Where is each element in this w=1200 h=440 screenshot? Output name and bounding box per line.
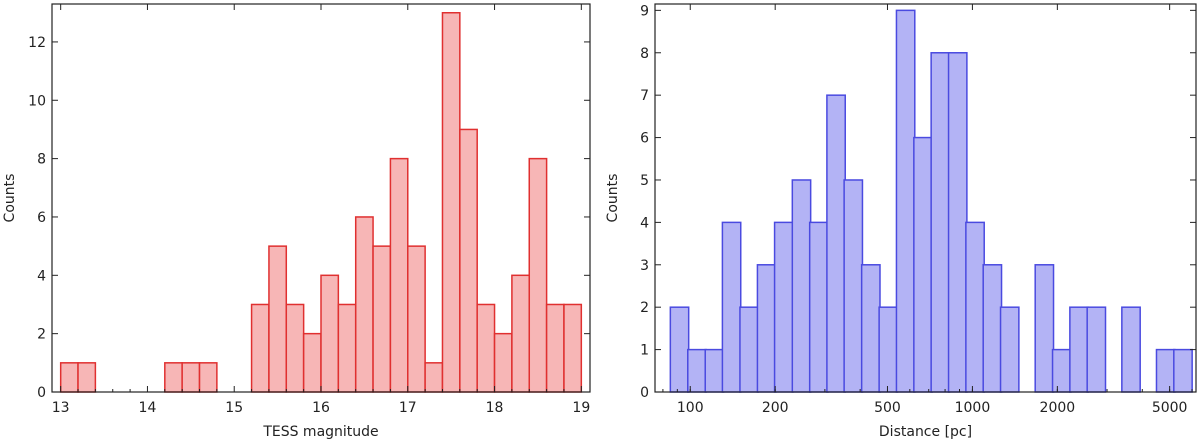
x-axis-label: Distance [pc] — [879, 424, 972, 440]
histogram-bar — [1155, 348, 1176, 393]
x-tick-label: 17 — [399, 400, 417, 416]
x-tick-label: 500 — [874, 400, 901, 416]
histogram-bar — [739, 306, 760, 393]
histogram-bar — [302, 332, 322, 393]
x-tick-label: 2000 — [1040, 400, 1076, 416]
y-tick-label: 2 — [640, 300, 649, 316]
y-tick-label: 4 — [37, 268, 46, 284]
histogram-bar — [77, 362, 97, 393]
histogram-bar — [1069, 306, 1089, 393]
x-tick-label: 200 — [762, 400, 789, 416]
histogram-bar — [965, 221, 985, 393]
histogram-bar — [895, 9, 916, 393]
x-tick-label: 13 — [52, 400, 70, 416]
histogram-bar — [1121, 306, 1141, 393]
y-tick-label: 5 — [640, 173, 649, 189]
histogram-bar — [773, 221, 794, 393]
histogram-bar — [982, 264, 1003, 393]
histogram-bar — [721, 221, 742, 393]
histogram-bar — [59, 362, 79, 393]
y-tick-label: 6 — [37, 210, 46, 226]
x-tick-label: 18 — [486, 400, 504, 416]
distance-histogram: 100 200 500 1000 2000 5000 0 1 2 3 4 5 6 7 8 9 Distance … — [605, 3, 1197, 440]
y-tick-label: 10 — [28, 93, 46, 109]
x-tick-label: 5000 — [1152, 400, 1188, 416]
histogram-bar — [441, 12, 461, 393]
histogram-bar — [354, 216, 374, 393]
histogram-bar — [930, 52, 951, 393]
histogram-bar — [389, 157, 409, 393]
histogram-bar — [704, 348, 725, 393]
y-tick-label: 4 — [640, 215, 649, 231]
y-tick-label: 1 — [640, 343, 649, 359]
histogram-bar — [407, 245, 426, 393]
histogram-bar — [808, 221, 829, 393]
histogram-bar — [545, 303, 565, 393]
histogram-bar — [528, 157, 548, 393]
histogram-bar — [687, 348, 707, 393]
y-tick-label: 8 — [640, 46, 649, 62]
histogram-bar — [563, 303, 583, 393]
histogram-bar — [1034, 264, 1055, 393]
histogram-bar — [791, 179, 812, 393]
histogram-bar — [843, 179, 864, 393]
y-tick-label: 8 — [37, 152, 46, 168]
y-tick-label: 0 — [37, 385, 46, 401]
histogram-bar — [250, 303, 270, 393]
histogram-bar — [1086, 306, 1107, 393]
histogram-bar — [372, 245, 392, 393]
histogram-bar — [164, 362, 183, 393]
y-tick-label: 0 — [640, 385, 649, 401]
x-tick-label: 16 — [312, 400, 330, 416]
y-axis-label: Counts — [605, 174, 621, 223]
histogram-bar — [999, 306, 1020, 393]
histogram-bar — [826, 94, 846, 393]
tess-magnitude-histogram: 13 14 15 16 17 18 19 0 2 4 6 8 10 12 TESS magnitude Cou… — [2, 3, 591, 440]
histogram-bar — [511, 274, 530, 393]
histogram-bar — [1051, 348, 1072, 393]
histogram-bar — [459, 128, 478, 393]
y-tick-label: 2 — [37, 327, 46, 343]
histogram-bar — [947, 52, 968, 393]
histogram-bar — [198, 362, 218, 393]
histogram-bar — [337, 303, 357, 393]
x-tick-label: 100 — [677, 400, 704, 416]
histogram-bar — [1173, 348, 1193, 393]
x-tick-label: 14 — [139, 400, 157, 416]
histogram-bar — [756, 264, 777, 393]
histogram-bar — [424, 362, 444, 393]
histogram-bar — [493, 332, 513, 393]
x-axis-label: TESS magnitude — [262, 424, 378, 440]
histogram-bar — [669, 306, 690, 393]
y-tick-label: 9 — [640, 3, 649, 19]
histogram-bar — [181, 362, 201, 393]
y-tick-label: 7 — [640, 88, 649, 104]
histogram-bar — [860, 264, 881, 393]
x-tick-label: 1000 — [955, 400, 991, 416]
y-tick-label: 12 — [28, 35, 46, 51]
y-tick-label: 3 — [640, 258, 649, 274]
histogram-bar — [913, 136, 933, 393]
x-tick-label: 19 — [572, 400, 590, 416]
plot-frame — [654, 3, 1197, 393]
y-axis-label: Counts — [2, 174, 18, 223]
histogram-bar — [878, 306, 899, 393]
histogram-bar — [320, 274, 340, 393]
x-tick-label: 15 — [225, 400, 243, 416]
histogram-bar — [285, 303, 305, 393]
histogram-bar — [476, 303, 496, 393]
y-tick-label: 6 — [640, 131, 649, 147]
histogram-bar — [268, 245, 288, 393]
